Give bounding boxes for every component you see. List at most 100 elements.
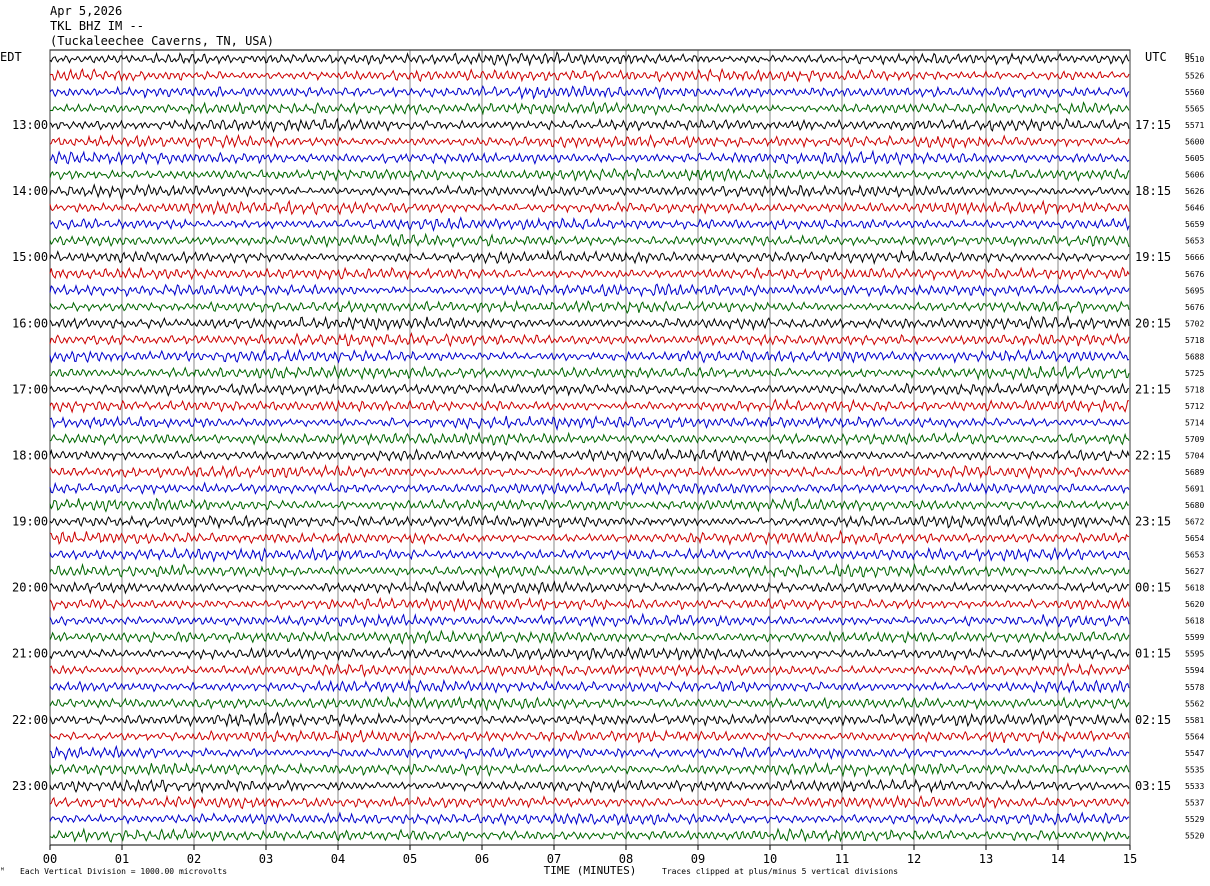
trace-line	[49, 199, 1130, 216]
grid-lines	[49, 49, 1131, 846]
edt-hour-label: 15:00	[12, 250, 48, 264]
dc-offset-value: 5702	[1185, 319, 1204, 328]
dc-offset-value: 5659	[1185, 220, 1204, 229]
dc-offset-value: 5618	[1185, 584, 1204, 593]
trace-line	[49, 729, 1130, 744]
trace-line	[49, 249, 1130, 265]
trace-line	[49, 266, 1130, 282]
dc-offset-value: 5725	[1185, 369, 1204, 378]
trace-line	[49, 51, 1130, 67]
trace-line	[49, 167, 1130, 182]
left-axis-label: EDT	[0, 50, 22, 64]
utc-hour-label: 21:15	[1135, 382, 1171, 396]
x-tick-label: 04	[331, 852, 345, 866]
dc-header-label: DC	[1185, 52, 1195, 61]
x-axis-ticks: 00 01 02 03 04 05 06 07 08 09 10 11 12 13 14 15	[43, 845, 1137, 866]
trace-line	[49, 382, 1130, 397]
dc-offset-value: 5606	[1185, 171, 1204, 180]
dc-offset-value: 5676	[1185, 303, 1204, 312]
dc-offset-value: 5578	[1185, 683, 1204, 692]
trace-line	[49, 497, 1130, 513]
dc-offset-value: 5529	[1185, 815, 1204, 824]
trace-line	[49, 678, 1130, 694]
trace-line	[49, 85, 1130, 101]
trace-line	[49, 546, 1130, 563]
trace-line	[49, 629, 1130, 645]
trace-line	[49, 448, 1130, 464]
trace-line	[49, 827, 1130, 843]
dc-offset-value: 5666	[1185, 253, 1204, 262]
x-tick-label: 12	[907, 852, 921, 866]
utc-hour-label: 20:15	[1135, 316, 1171, 330]
trace-line	[49, 662, 1130, 678]
utc-hour-label: 01:15	[1135, 647, 1171, 661]
edt-hour-label: 13:00	[12, 118, 48, 132]
dc-offset-value: 5691	[1185, 485, 1204, 494]
dc-offset-value: 5533	[1185, 782, 1204, 791]
utc-hour-label: 19:15	[1135, 250, 1171, 264]
dc-offset-labels: 5510 5526 5560 5565 5571 5600 5605 5606 5626 5646…	[1185, 55, 1204, 840]
dc-offset-value: 5599	[1185, 633, 1204, 642]
units-icon: ᴹ	[0, 866, 5, 875]
dc-offset-value: 5714	[1185, 418, 1204, 427]
dc-offset-value: 5605	[1185, 154, 1204, 163]
x-tick-label: 07	[547, 852, 561, 866]
trace-line	[49, 529, 1130, 546]
dc-offset-value: 5581	[1185, 716, 1204, 725]
utc-hour-label: 03:15	[1135, 779, 1171, 793]
trace-line	[49, 811, 1130, 827]
dc-offset-value: 5672	[1185, 518, 1204, 527]
edt-hour-label: 23:00	[12, 779, 48, 793]
x-tick-label: 14	[1051, 852, 1065, 866]
dc-offset-value: 5676	[1185, 270, 1204, 279]
dc-offset-value: 5537	[1185, 798, 1204, 807]
x-tick-label: 01	[115, 852, 129, 866]
trace-line	[49, 431, 1130, 447]
trace-line	[49, 646, 1130, 662]
x-tick-label: 00	[43, 852, 57, 866]
trace-line	[49, 398, 1130, 414]
dc-offset-value: 5560	[1185, 88, 1204, 97]
seismic-traces	[49, 51, 1130, 843]
vertical-division-note: Each Vertical Division = 1000.00 microvo…	[20, 867, 228, 876]
right-axis-label: UTC	[1145, 50, 1167, 64]
dc-offset-value: 5646	[1185, 204, 1204, 213]
utc-hour-label: 23:15	[1135, 515, 1171, 529]
x-tick-label: 05	[403, 852, 417, 866]
dc-offset-value: 5653	[1185, 551, 1204, 560]
dc-offset-value: 5526	[1185, 72, 1204, 81]
trace-line	[49, 183, 1130, 200]
dc-offset-value: 5510	[1185, 55, 1204, 64]
trace-line	[49, 579, 1130, 596]
dc-offset-value: 5654	[1185, 534, 1204, 543]
dc-offset-value: 5564	[1185, 732, 1204, 741]
edt-hour-label: 14:00	[12, 184, 48, 198]
utc-hour-label: 22:15	[1135, 448, 1171, 462]
trace-line	[49, 100, 1130, 117]
utc-hour-label: 18:15	[1135, 184, 1171, 198]
trace-line	[49, 117, 1130, 133]
dc-offset-value: 5595	[1185, 650, 1204, 659]
utc-hour-label: 00:15	[1135, 581, 1171, 595]
x-tick-label: 13	[979, 852, 993, 866]
dc-offset-value: 5718	[1185, 385, 1204, 394]
station-label: TKL BHZ IM --	[50, 19, 144, 33]
trace-line	[49, 283, 1130, 298]
x-tick-label: 03	[259, 852, 273, 866]
trace-line	[49, 348, 1130, 364]
dc-offset-value: 5680	[1185, 501, 1204, 510]
x-axis-title: TIME (MINUTES)	[544, 864, 637, 877]
utc-hour-label: 17:15	[1135, 118, 1171, 132]
edt-hour-label: 22:00	[12, 713, 48, 727]
trace-line	[49, 744, 1130, 762]
dc-offset-value: 5535	[1185, 765, 1204, 774]
dc-offset-value: 5695	[1185, 286, 1204, 295]
trace-line	[49, 314, 1130, 332]
dc-offset-value: 5704	[1185, 451, 1204, 460]
trace-line	[49, 794, 1130, 810]
dc-offset-value: 5689	[1185, 468, 1204, 477]
trace-line	[49, 778, 1130, 795]
dc-offset-value: 5653	[1185, 237, 1204, 246]
hour-labels: 13:00 14:00 15:00 16:00 17:00 18:00 19:00 20:00…	[12, 118, 1171, 793]
